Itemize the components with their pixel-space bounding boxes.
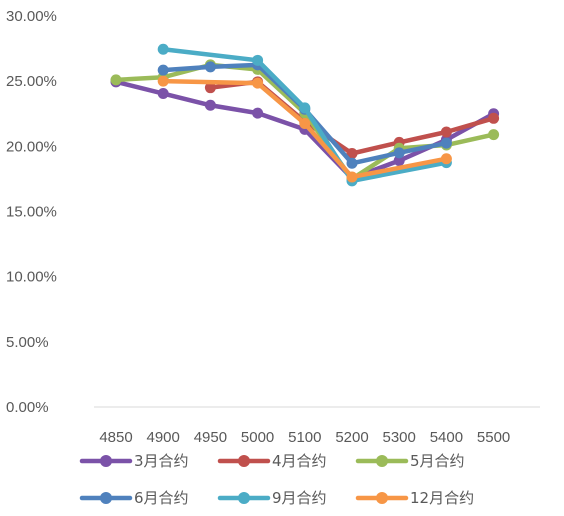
data-point <box>157 64 169 76</box>
data-point <box>393 147 405 159</box>
legend-swatch-marker <box>376 492 388 504</box>
legend-swatch-marker <box>238 455 250 467</box>
x-tick-label: 4900 <box>147 429 180 446</box>
legend-item: 12月合约 <box>355 489 474 507</box>
data-point <box>393 155 405 167</box>
data-point <box>488 112 500 124</box>
x-tick-label: 5200 <box>335 429 368 446</box>
x-tick-label: 5500 <box>477 429 510 446</box>
y-tick-label: 5.00% <box>6 334 49 351</box>
data-point <box>204 99 216 111</box>
y-tick-label: 10.00% <box>6 269 57 286</box>
x-tick-label: 4850 <box>99 429 132 446</box>
data-point <box>252 54 264 66</box>
y-tick-label: 15.00% <box>6 204 57 221</box>
data-point <box>440 153 452 165</box>
legend-swatch-marker <box>100 455 112 467</box>
legend-label: 12月合约 <box>410 489 474 507</box>
data-point <box>440 126 452 138</box>
y-axis-ticks: 0.00% 5.00% 10.00% 15.00% 20.00% 25.00% 30.00% <box>6 8 57 416</box>
legend-item: 4月合约 <box>217 452 327 470</box>
legend-label: 9月合约 <box>272 489 327 507</box>
x-tick-label: 5000 <box>241 429 274 446</box>
series-1 <box>110 76 500 184</box>
legend-label: 6月合约 <box>134 489 189 507</box>
data-point <box>157 88 169 100</box>
data-point <box>440 137 452 149</box>
series-6 <box>157 75 452 183</box>
y-tick-label: 25.00% <box>6 73 57 90</box>
y-tick-label: 0.00% <box>6 399 49 416</box>
data-point <box>204 82 216 94</box>
legend-swatch-marker <box>238 492 250 504</box>
x-tick-label: 5100 <box>288 429 321 446</box>
data-point <box>204 61 216 73</box>
series-4 <box>157 59 452 169</box>
legend-label: 5月合约 <box>410 452 465 470</box>
legend-label: 3月合约 <box>134 452 189 470</box>
x-axis-ticks: 4850 4900 4950 5000 5100 5200 5300 5400 5500 <box>99 429 510 446</box>
legend-label: 4月合约 <box>272 452 327 470</box>
y-tick-label: 30.00% <box>6 8 57 25</box>
x-tick-label: 4950 <box>194 429 227 446</box>
data-point <box>157 75 169 87</box>
series-2 <box>204 76 500 160</box>
data-point <box>252 107 264 119</box>
x-tick-label: 5400 <box>430 429 463 446</box>
y-tick-label: 20.00% <box>6 138 57 155</box>
data-point <box>299 118 311 130</box>
data-point <box>346 171 358 183</box>
data-point <box>346 157 358 169</box>
data-point <box>346 148 358 160</box>
legend-swatch-marker <box>376 455 388 467</box>
legend: 3月合约 4月合约 5月合约 6月合约 9月合约 12月合约 <box>79 452 474 507</box>
legend-item: 6月合约 <box>79 489 189 507</box>
data-point <box>252 77 264 89</box>
data-point <box>299 102 311 114</box>
legend-item: 3月合约 <box>79 452 189 470</box>
data-point <box>110 74 122 86</box>
data-point <box>157 43 169 55</box>
legend-item: 9月合约 <box>217 489 327 507</box>
data-point <box>488 129 500 141</box>
x-tick-label: 5300 <box>383 429 416 446</box>
legend-swatch-marker <box>100 492 112 504</box>
legend-item: 5月合约 <box>355 452 465 470</box>
series-group <box>110 43 500 187</box>
